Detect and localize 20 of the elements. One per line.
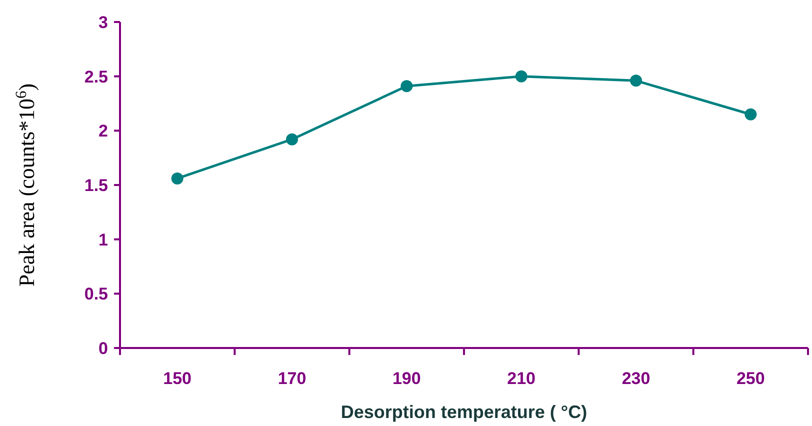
- point: [515, 70, 528, 82]
- y-tick-label: 1: [98, 230, 108, 250]
- y-tick-label: 2.5: [84, 67, 108, 86]
- y-tick-label: 0.5: [84, 284, 108, 304]
- y-tick-label: 3: [98, 12, 108, 32]
- x-tick-label: 230: [622, 369, 650, 388]
- y-tick-label: 0: [98, 338, 108, 358]
- y-tick-label: 1.5: [84, 176, 108, 195]
- x-tick-label: 190: [392, 369, 421, 388]
- x-tick-label: 170: [278, 369, 306, 388]
- y-tick-label: 2: [98, 122, 108, 141]
- point: [171, 172, 184, 184]
- point: [630, 74, 642, 87]
- x-tick-label: 210: [507, 369, 536, 388]
- point: [744, 108, 757, 120]
- x-tick-label: 150: [163, 369, 192, 388]
- x-tick-label: 250: [736, 369, 765, 388]
- point: [400, 80, 413, 92]
- x-axis-title: Desorption temperature ( °C): [340, 402, 588, 422]
- point: [286, 133, 298, 146]
